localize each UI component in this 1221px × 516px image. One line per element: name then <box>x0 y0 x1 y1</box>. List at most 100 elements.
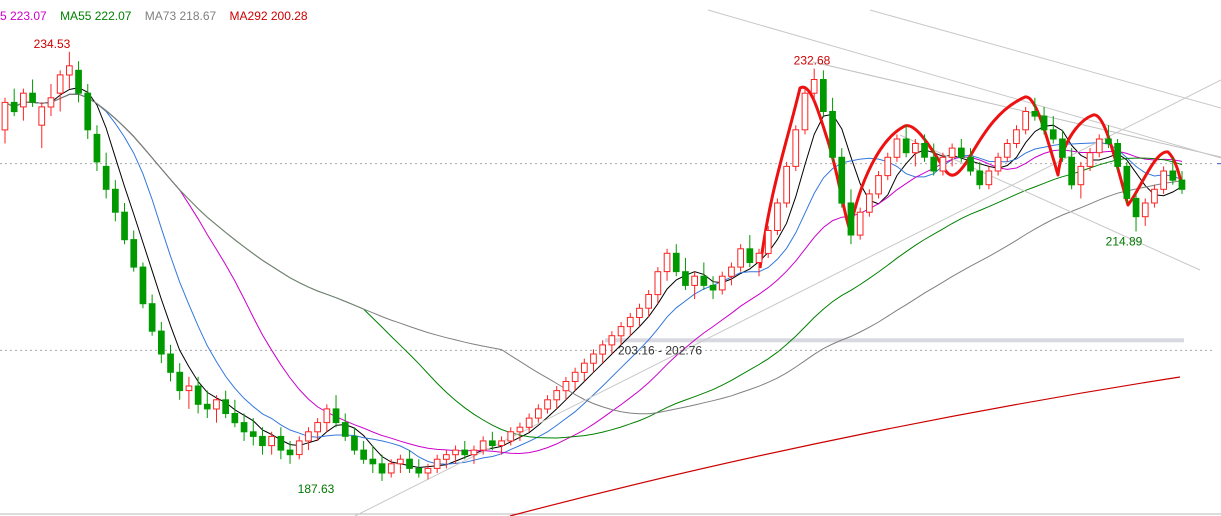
candle <box>130 230 138 272</box>
high-label-mid: 232.68 <box>794 54 831 68</box>
candle <box>249 418 257 446</box>
candle-body <box>691 275 698 286</box>
candle <box>516 422 524 441</box>
candle-body <box>305 431 312 442</box>
candle-body <box>875 175 882 195</box>
candle <box>507 427 515 446</box>
candle-body <box>369 458 377 465</box>
candle <box>489 431 496 451</box>
candle <box>1105 125 1112 149</box>
candle <box>976 161 984 190</box>
candle <box>1040 106 1048 135</box>
candle <box>387 459 395 478</box>
ma-legend: 5 223.07 MA55 222.07 MA73 218.67 MA292 2… <box>0 9 318 23</box>
candle <box>691 271 698 300</box>
candle-body <box>912 143 919 154</box>
candle-body <box>866 193 873 213</box>
candle-body <box>967 156 974 172</box>
candle-body <box>167 353 174 373</box>
candle-body <box>415 467 423 474</box>
candle <box>1031 97 1039 121</box>
candle-body <box>38 106 46 126</box>
legend-ma5: 5 223.07 <box>0 9 47 23</box>
reference-lines <box>0 163 1221 515</box>
candle-body <box>121 211 128 241</box>
candle-body <box>194 385 202 405</box>
range-label: 203.16 - 202.76 <box>618 343 702 357</box>
candle-body <box>1049 129 1057 140</box>
candle <box>433 454 441 473</box>
candle-body <box>203 403 211 410</box>
candle <box>185 376 193 409</box>
candle-body <box>286 449 294 456</box>
candle <box>323 404 331 432</box>
moving-average-lines <box>4 87 1183 516</box>
candle-body <box>746 248 754 264</box>
legend-ma73: MA73 218.67 <box>144 9 217 23</box>
candle-body <box>856 211 864 236</box>
ma20-line <box>4 93 1183 455</box>
candle <box>176 363 184 400</box>
candle-body <box>682 271 689 286</box>
candle <box>277 427 285 460</box>
candle-body <box>351 435 358 451</box>
candle <box>158 321 165 364</box>
candle-body <box>718 275 726 291</box>
candle-body <box>810 79 818 94</box>
candle-body <box>112 188 119 213</box>
candle-body <box>1123 165 1131 199</box>
candle <box>535 404 542 423</box>
candle-body <box>1086 152 1094 167</box>
candle-body <box>47 97 55 108</box>
candle <box>1095 134 1103 158</box>
candle <box>102 152 110 199</box>
candle <box>626 312 634 336</box>
candle <box>746 235 754 268</box>
candle-body <box>516 426 524 433</box>
candle <box>764 225 772 258</box>
candle <box>397 454 404 473</box>
candle <box>985 166 993 190</box>
candle-body <box>479 440 487 451</box>
candle-body <box>645 294 652 309</box>
candle-body <box>599 344 606 355</box>
candle-body <box>1077 165 1085 186</box>
candle <box>415 459 423 478</box>
candle-body <box>700 275 708 286</box>
trendline-top-2 <box>869 9 1221 109</box>
candle <box>93 125 101 171</box>
candle <box>792 125 800 171</box>
candle-body <box>1 101 9 131</box>
candle-body <box>884 156 892 177</box>
ma73-line <box>4 93 1183 415</box>
candle <box>856 207 864 240</box>
candle-body <box>84 92 92 131</box>
candle-body <box>295 440 303 456</box>
candle-body <box>636 307 643 318</box>
candle-body <box>1022 111 1029 131</box>
candle-body <box>397 458 404 465</box>
candle <box>1022 106 1029 135</box>
candle <box>498 436 505 455</box>
candle <box>994 152 1002 176</box>
candle-body <box>783 165 790 204</box>
candle-body <box>535 408 542 419</box>
candle <box>148 294 156 336</box>
candle-body <box>801 92 809 131</box>
candle-body <box>1040 115 1048 131</box>
candle-body <box>553 390 561 401</box>
candle-body <box>617 326 625 337</box>
candle-body <box>387 463 395 474</box>
candle <box>194 376 202 414</box>
candle <box>838 148 846 208</box>
candle-body <box>20 92 27 108</box>
candle <box>29 79 36 107</box>
candle-body <box>1114 143 1122 167</box>
candle-body <box>424 467 432 474</box>
candle <box>56 70 64 112</box>
candle <box>1068 148 1076 190</box>
candle <box>47 84 55 117</box>
candle <box>461 440 469 460</box>
ma10-line <box>4 93 1183 465</box>
candle <box>424 463 432 480</box>
